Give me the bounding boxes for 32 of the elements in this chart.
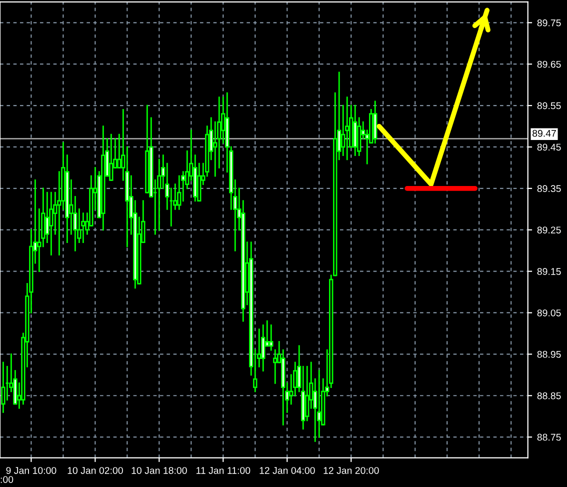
y-tick-label: 88.85: [537, 392, 561, 400]
candlestick: [117, 134, 122, 168]
candlestick: [1, 362, 6, 413]
y-tick-label: 89.45: [537, 144, 561, 151]
x-tick-label: 11 Jan 11:00: [196, 467, 250, 474]
x-tick-label: 9 Jan 10:00: [6, 467, 56, 474]
candlestick: [273, 349, 278, 384]
candlestick: [81, 212, 86, 243]
candlestick: [157, 158, 162, 231]
y-tick-label: 89.25: [537, 226, 561, 234]
candlestick: [109, 134, 114, 181]
y-tick-label: 89.75: [537, 19, 561, 26]
candlestick: [269, 324, 274, 351]
y-tick-label: 89.65: [537, 60, 561, 68]
y-tick-label: 88.95: [537, 350, 561, 358]
x-tick-label: 10 Jan 02:00: [68, 467, 123, 474]
candlestick: [345, 96, 350, 160]
candlestick: [305, 366, 310, 422]
text: :00: [0, 476, 14, 483]
y-tick-label: 89.15: [537, 268, 561, 275]
y-tick-label: 88.75: [537, 434, 561, 441]
y-tick-label: 89.35: [537, 185, 561, 192]
y-tick-label: 89.05: [537, 309, 561, 316]
y-tick-label: 89.55: [537, 102, 561, 110]
candlestick: [177, 175, 182, 210]
candlestick: [317, 370, 322, 438]
x-tick-label: 12 Jan 04:00: [260, 467, 315, 474]
x-tick-label: 10 Jan 18:00: [132, 467, 187, 474]
ref-line-label: 89.47: [532, 130, 556, 137]
candlestick: [49, 192, 54, 256]
candlestick: [261, 324, 266, 372]
x-tick-label: 12 Jan 20:00: [324, 467, 379, 474]
